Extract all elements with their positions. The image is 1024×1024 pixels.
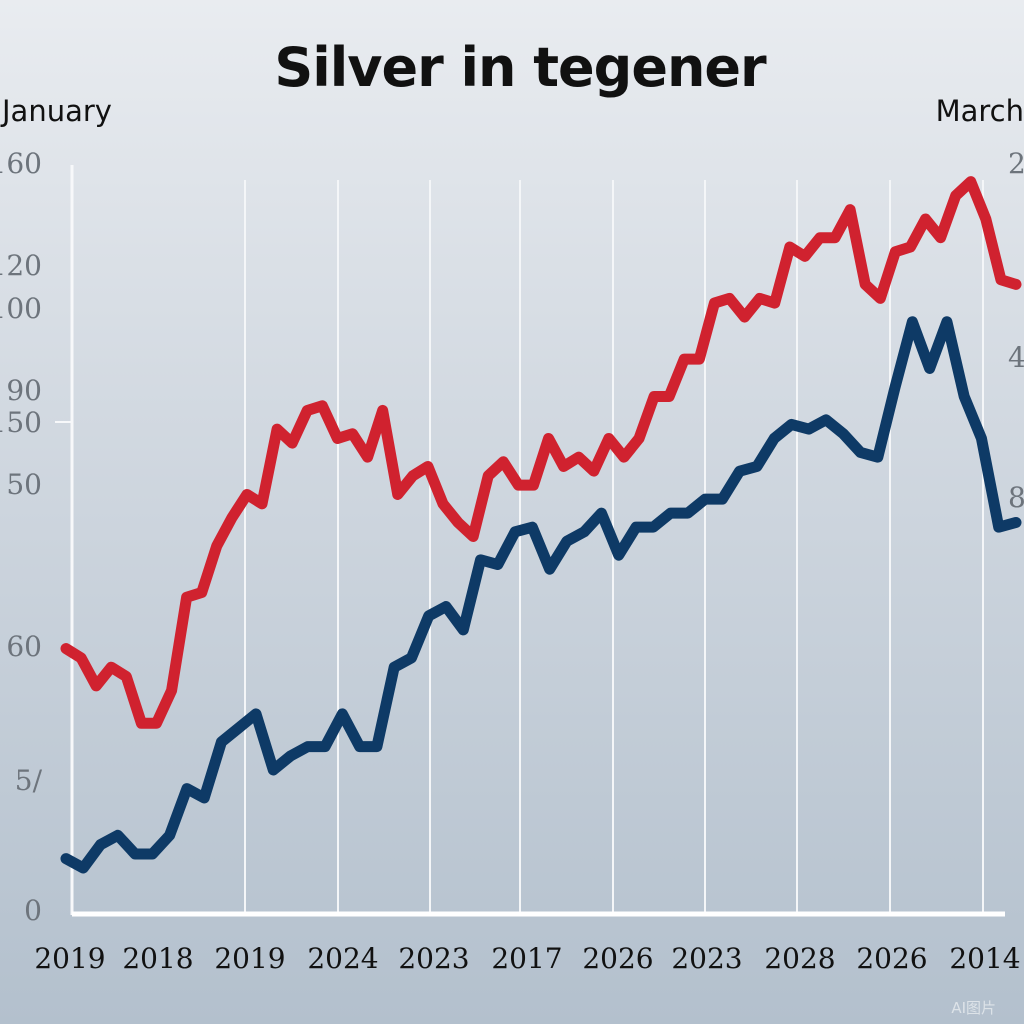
x-tick-label: 2019 bbox=[214, 942, 285, 975]
y-tick-label: 0 bbox=[24, 894, 42, 927]
y-tick-label: 160 bbox=[0, 147, 42, 180]
series-line-2 bbox=[60, 316, 1022, 874]
y-tick-label: 5/ bbox=[15, 764, 43, 797]
x-tick-label: 2023 bbox=[398, 942, 469, 975]
right-tick-label: 8 bbox=[1008, 481, 1024, 514]
right-axis-label: March bbox=[935, 94, 1024, 128]
y-tick-label: 150 bbox=[0, 406, 42, 439]
watermark: AI图片 bbox=[951, 999, 996, 1017]
y-tick-label: 100 bbox=[0, 292, 42, 325]
y-tick-label: 90 bbox=[6, 374, 42, 407]
x-tick-label: 2028 bbox=[764, 942, 835, 975]
x-tick-label: 2024 bbox=[307, 942, 378, 975]
chart-title: Silver in tegener bbox=[274, 36, 766, 99]
right-tick-label: 2 bbox=[1008, 147, 1024, 180]
left-axis-label: January bbox=[2, 94, 112, 128]
x-tick-label: 2023 bbox=[671, 942, 742, 975]
x-tick-label: 2026 bbox=[582, 942, 653, 975]
x-tick-label: 2017 bbox=[491, 942, 562, 975]
y-tick-label: 50 bbox=[6, 468, 42, 501]
y-tick-label: 120 bbox=[0, 249, 42, 282]
series-line-1 bbox=[60, 176, 1022, 729]
x-tick-label: 2019 bbox=[34, 942, 105, 975]
y-tick-label: 60 bbox=[6, 630, 42, 663]
x-tick-label: 2014 bbox=[949, 942, 1020, 975]
right-tick-label: 4 bbox=[1008, 341, 1024, 374]
x-tick-label: 2026 bbox=[856, 942, 927, 975]
x-tick-label: 2018 bbox=[122, 942, 193, 975]
